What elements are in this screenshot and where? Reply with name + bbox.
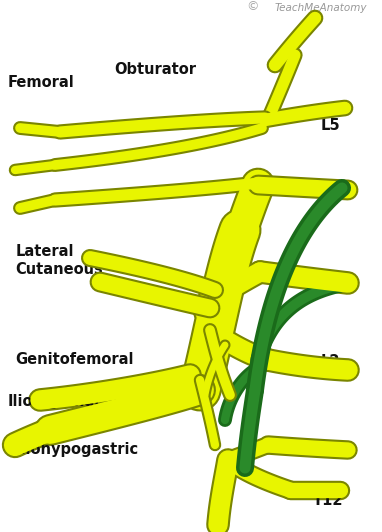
- Text: Lateral
Cutaneous: Lateral Cutaneous: [15, 245, 103, 277]
- Text: ©: ©: [246, 1, 259, 13]
- Text: Obturator: Obturator: [115, 62, 197, 77]
- Text: Genitofemoral: Genitofemoral: [15, 352, 134, 367]
- Text: T12: T12: [313, 493, 344, 508]
- Text: L5: L5: [321, 118, 340, 132]
- Text: TeachMeAnatomy: TeachMeAnatomy: [275, 3, 367, 13]
- Text: L3: L3: [321, 275, 340, 289]
- Text: L4: L4: [321, 192, 340, 207]
- Text: L1: L1: [321, 442, 340, 457]
- Text: L2: L2: [321, 354, 340, 369]
- Text: Femoral: Femoral: [8, 75, 74, 90]
- Text: Iliohypogastric: Iliohypogastric: [15, 442, 138, 457]
- Text: Ilioinguinal: Ilioinguinal: [8, 394, 100, 409]
